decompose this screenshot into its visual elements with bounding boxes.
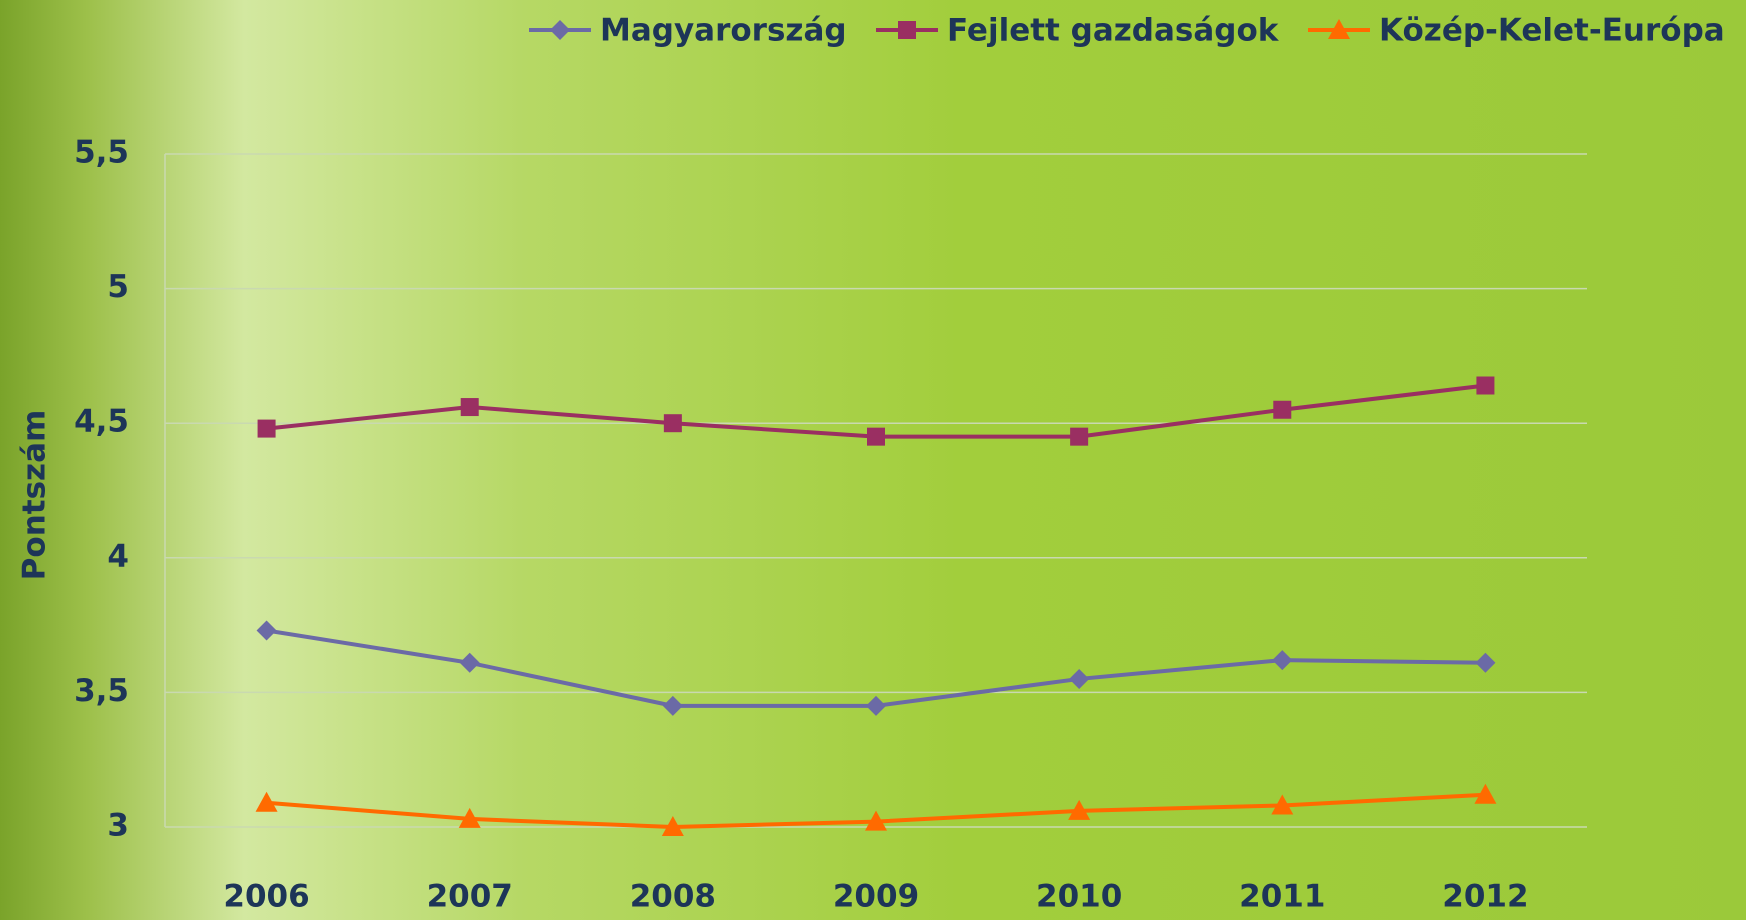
point [1272,650,1293,671]
point [1069,668,1090,689]
y-tick-label: 5 [107,269,129,305]
x-tick-label: 2010 [1036,879,1122,915]
legend-label: Magyarország [600,13,847,49]
y-tick-label: 5,5 [74,135,129,171]
point [458,807,481,828]
x-tick-label: 2007 [427,879,513,915]
point [1474,783,1497,804]
x-tick-label: 2006 [223,879,309,915]
legend-label: Közép-Kelet-Európa [1379,13,1725,49]
x-tick-label: 2009 [833,879,919,915]
point [661,816,684,836]
point [865,810,887,831]
point [1070,427,1089,446]
point [255,791,278,812]
point [460,398,479,417]
point [1273,400,1292,419]
y-tick-label: 3 [107,808,129,844]
point [1271,794,1294,815]
point [257,419,276,438]
y-tick-label: 4 [107,538,129,574]
x-tick-label: 2008 [630,879,716,915]
y-axis-label: Pontszám [17,410,53,581]
point [866,695,886,716]
point [867,427,885,446]
point [1475,652,1496,673]
legend-marker [898,21,916,39]
point [1068,799,1091,820]
point [662,695,683,716]
point [459,652,480,673]
point [256,620,277,641]
legend-label: Fejlett gazdaságok [947,13,1280,49]
legend-marker [550,20,570,40]
point [1476,376,1495,395]
point [663,414,682,433]
legend-marker [1328,19,1350,39]
x-tick-label: 2011 [1239,879,1325,915]
x-tick-label: 2012 [1442,879,1528,915]
y-tick-label: 4,5 [74,404,129,440]
y-tick-label: 3,5 [74,673,129,709]
